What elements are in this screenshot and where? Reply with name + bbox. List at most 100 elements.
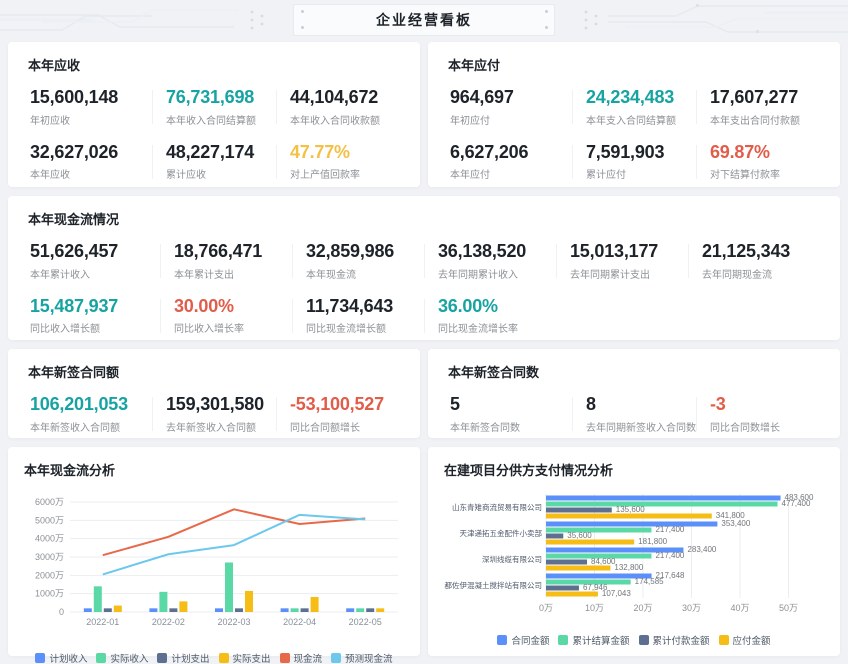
x-category-label: 2022-05 (349, 617, 382, 627)
bar-实际支出 (310, 596, 319, 612)
x-tick-label: 20万 (633, 603, 652, 613)
row-charts: 本年现金流分析 0 1000万 2000万 3000万 4000万 5000万 6000万 2… (8, 447, 840, 664)
panel-supplier-payment-chart: 在建项目分供方支付情况分析 0万 10万 20万 30万 40万 50万 山东青雉商流贸易有… (428, 447, 840, 656)
stat-label: 本年应收 (30, 170, 70, 182)
legend-item[interactable]: 预测现金流 (331, 651, 393, 664)
stat-label: 本年支出合同付款额 (710, 115, 800, 127)
legend-item[interactable]: 应付金额 (718, 633, 771, 647)
y-tick-label: 0 (59, 607, 64, 617)
panel-new-contract-count: 本年新签合同数 5 本年新签合同数 8 去年同期新签收入合同数 -3 同比合同数增长 (428, 349, 840, 438)
stat: 21,125,343 去年同期现金流 (688, 241, 820, 281)
hbar-chart-canvas: 0万 10万 20万 30万 40万 50万 山东青雉商流贸易有限公司 483,600477,… (437, 493, 814, 613)
bar-计划收入 (83, 608, 92, 612)
stat: -3 同比合同数增长 (696, 394, 820, 434)
combo-chart-canvas: 0 1000万 2000万 3000万 4000万 5000万 6000万 2022-01 20… (35, 497, 398, 627)
bar-计划支出 (366, 608, 375, 612)
legend-label: 合同金额 (511, 636, 550, 647)
category-label: 成都佐伊混凝土搅拌站有限公司 (444, 580, 542, 590)
stat-value: 30.00% (174, 295, 234, 316)
stat-value: 5 (450, 394, 460, 414)
legend-item[interactable]: 实际支出 (218, 651, 271, 664)
category-label: 山东青雉商流贸易有限公司 (452, 502, 542, 512)
legend-item[interactable]: 累计结算金额 (558, 633, 630, 647)
bar-计划收入 (280, 608, 289, 612)
legend-item[interactable]: 合同金额 (497, 633, 549, 647)
y-tick-label: 5000万 (35, 515, 64, 525)
row-contracts: 本年新签合同额 106,201,053 本年新签收入合同额 159,301,580 去… (8, 349, 840, 438)
stat-label: 累计应收 (166, 170, 206, 182)
stat-value: 24,234,483 (586, 87, 675, 107)
stat-value: 11,734,643 (306, 295, 394, 316)
stat-value: 15,013,177 (570, 241, 659, 261)
bar-实际支出 (113, 605, 122, 612)
stat-value: 21,125,343 (702, 241, 791, 261)
bar-实际支出 (245, 590, 253, 612)
stat-row: 15,600,148 年初应收 76,731,698 本年收入合同结算额 44,104,… (28, 87, 400, 127)
bar-计划支出 (103, 608, 112, 612)
legend-swatch (497, 635, 508, 645)
chart-title-cashflow-analysis: 本年现金流分析 (24, 463, 116, 478)
stat-label: 本年新签收入合同额 (30, 422, 120, 434)
stat-value: -53,100,527 (290, 394, 384, 414)
legend-item[interactable]: 实际收入 (96, 651, 148, 664)
contract-count-stats: 5 本年新签合同数 8 去年同期新签收入合同数 -3 同比合同数增长 (448, 394, 820, 434)
y-tick-label: 1000万 (35, 589, 64, 599)
stat-label: 同比合同数增长 (710, 422, 780, 434)
stat: -53,100,527 同比合同额增长 (276, 394, 400, 434)
legend-item[interactable]: 计划支出 (157, 651, 210, 664)
x-category-label: 2022-01 (86, 617, 119, 627)
page-title: 企业经营看板 (376, 12, 472, 28)
chart-title-supplier-payment: 在建项目分供方支付情况分析 (444, 463, 614, 478)
stat-label: 去年同期累计收入 (438, 269, 518, 281)
stat-row: 106,201,053 本年新签收入合同额 159,301,580 去年新签收入合同额… (28, 394, 400, 434)
dashboard-grid: 本年应收 15,600,148 年初应收 76,731,698 本年收入合同结算额 44… (0, 40, 848, 664)
stat-label: 本年累计支出 (174, 269, 234, 281)
stat-value: 17,607,277 (710, 87, 799, 107)
stat-label: 去年同期现金流 (702, 269, 772, 281)
stat-label: 年初应收 (30, 115, 70, 127)
legend-label: 预测现金流 (345, 654, 393, 664)
legend-swatch (558, 635, 569, 645)
bar-实际收入 (356, 608, 365, 612)
stat: 47.77% 对上产值回款率 (276, 142, 400, 181)
stat-value: 964,697 (450, 87, 514, 107)
stat-value: 76,731,698 (166, 87, 255, 107)
stat-label: 本年应付 (450, 170, 490, 182)
stat: 51,626,457 本年累计收入 (28, 241, 160, 281)
panel-title-cashflow: 本年现金流情况 (28, 212, 120, 227)
line-现金流 (102, 508, 366, 557)
stat-value: 7,591,903 (586, 141, 665, 162)
legend-item[interactable]: 计划收入 (35, 651, 87, 664)
legend-label: 实际收入 (110, 654, 149, 664)
y-tick-label: 3000万 (35, 552, 64, 562)
legend-item[interactable]: 累计付款金额 (638, 633, 710, 647)
bar-计划收入 (215, 608, 223, 612)
receivables-stats: 15,600,148 年初应收 76,731,698 本年收入合同结算额 44,104,… (28, 87, 400, 181)
bar-计划支出 (169, 608, 178, 612)
stat-value: 15,600,148 (30, 87, 119, 107)
stat-label: 同比现金流增长额 (306, 324, 386, 336)
stat-label: 累计应付 (586, 170, 626, 182)
stat: 8 去年同期新签收入合同数 (572, 394, 696, 434)
stat-label: 同比收入增长额 (30, 324, 100, 336)
x-tick-label: 40万 (730, 603, 749, 613)
bar-合同金额 (546, 495, 781, 501)
bar-计划收入 (346, 608, 355, 612)
panel-title-payables: 本年应付 (448, 58, 501, 73)
stat: 36.00% 同比现金流增长率 (424, 296, 556, 335)
legend-swatch (638, 635, 649, 645)
x-category-label: 2022-04 (283, 617, 316, 627)
page-title-box: 企业经营看板 (293, 4, 555, 36)
bar-累计结算金额 (546, 501, 778, 507)
bar-累计付款金额 (546, 559, 588, 565)
panel-title-receivables: 本年应收 (28, 58, 81, 73)
legend-swatch (96, 653, 107, 663)
circuit-decoration-left (0, 9, 264, 31)
bar-合同金额 (546, 547, 684, 553)
bar-value-label: 181,800 (638, 537, 667, 546)
bar-value-label: 217,648 (656, 571, 685, 580)
legend-item[interactable]: 现金流 (279, 651, 322, 664)
bar-计划收入 (149, 608, 158, 612)
bar-合同金额 (546, 521, 718, 527)
panel-cashflow-overview: 本年现金流情况 51,626,457 本年累计收入 18,766,471 本年累计支出… (8, 196, 840, 340)
